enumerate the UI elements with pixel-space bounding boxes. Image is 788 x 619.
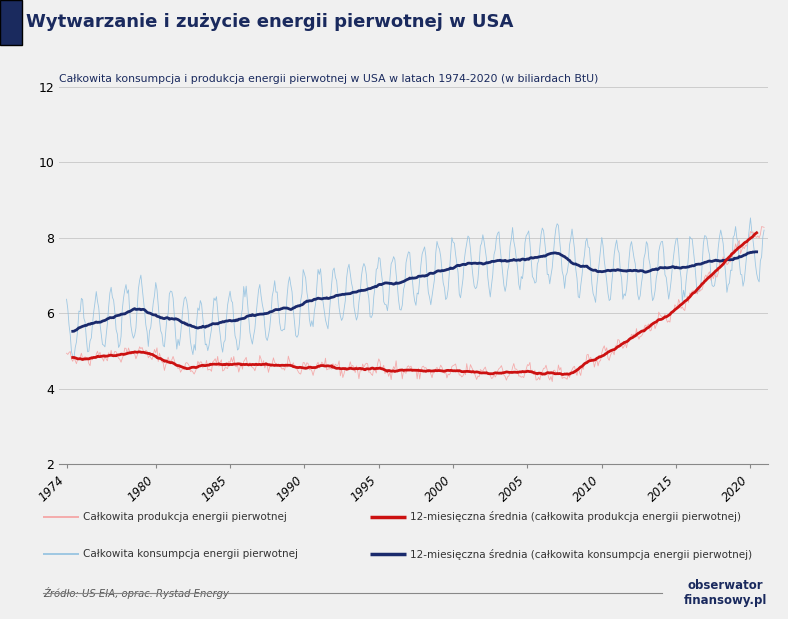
Text: 12-miesięczna średnia (całkowita konsumpcja energii pierwotnej): 12-miesięczna średnia (całkowita konsump… [410,548,752,560]
FancyBboxPatch shape [0,0,22,45]
Text: Całkowita konsumpcja i produkcja energii pierwotnej w USA w latach 1974-2020 (w : Całkowita konsumpcja i produkcja energii… [59,74,598,84]
Text: Źródło: US EIA, oprac. Rystad Energy: Źródło: US EIA, oprac. Rystad Energy [43,587,229,599]
Text: Wytwarzanie i zużycie energii pierwotnej w USA: Wytwarzanie i zużycie energii pierwotnej… [26,13,513,32]
Text: obserwator
finansowy.pl: obserwator finansowy.pl [683,579,767,607]
Text: Całkowita konsumpcja energii pierwotnej: Całkowita konsumpcja energii pierwotnej [83,549,298,559]
Text: 12-miesięczna średnia (całkowita produkcja energii pierwotnej): 12-miesięczna średnia (całkowita produkc… [410,511,741,522]
Text: Całkowita produkcja energii pierwotnej: Całkowita produkcja energii pierwotnej [83,512,287,522]
